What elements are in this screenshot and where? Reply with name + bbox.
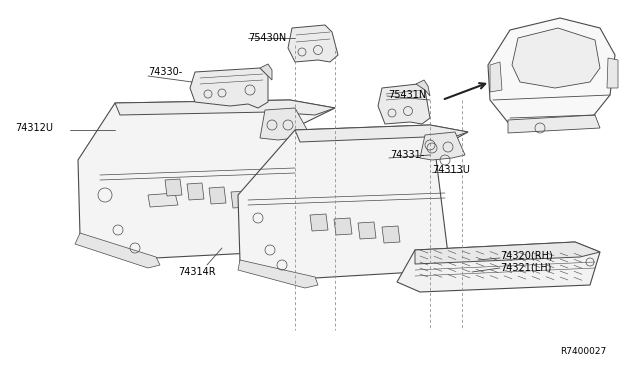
Polygon shape — [488, 18, 615, 130]
Polygon shape — [415, 242, 600, 264]
Polygon shape — [78, 100, 335, 258]
Polygon shape — [416, 80, 430, 96]
Polygon shape — [288, 25, 338, 62]
Polygon shape — [231, 191, 248, 208]
Polygon shape — [260, 108, 310, 140]
Polygon shape — [260, 64, 272, 80]
Polygon shape — [397, 242, 600, 292]
Text: 74312U: 74312U — [15, 123, 53, 133]
Polygon shape — [490, 62, 502, 92]
Text: R7400027: R7400027 — [560, 347, 606, 356]
Text: 74330-: 74330- — [148, 67, 182, 77]
Polygon shape — [607, 58, 618, 88]
Text: 74320(RH): 74320(RH) — [500, 250, 553, 260]
Polygon shape — [508, 115, 600, 133]
Polygon shape — [165, 179, 182, 196]
Polygon shape — [190, 68, 268, 108]
Polygon shape — [420, 132, 465, 160]
Text: 74321(LH): 74321(LH) — [500, 263, 552, 273]
Polygon shape — [334, 218, 352, 235]
Polygon shape — [295, 125, 468, 142]
Text: 74313U: 74313U — [432, 165, 470, 175]
Text: 75431N: 75431N — [388, 90, 426, 100]
Polygon shape — [310, 214, 328, 231]
Text: 75430N: 75430N — [248, 33, 286, 43]
Polygon shape — [148, 193, 178, 207]
Polygon shape — [512, 28, 600, 88]
Polygon shape — [75, 233, 160, 268]
Text: 74331-: 74331- — [390, 150, 424, 160]
Polygon shape — [378, 84, 430, 124]
Polygon shape — [238, 260, 318, 288]
Polygon shape — [187, 183, 204, 200]
Polygon shape — [382, 226, 400, 243]
Polygon shape — [115, 100, 335, 115]
Text: 74314R: 74314R — [178, 267, 216, 277]
Polygon shape — [209, 187, 226, 204]
Polygon shape — [238, 125, 468, 278]
Polygon shape — [358, 222, 376, 239]
